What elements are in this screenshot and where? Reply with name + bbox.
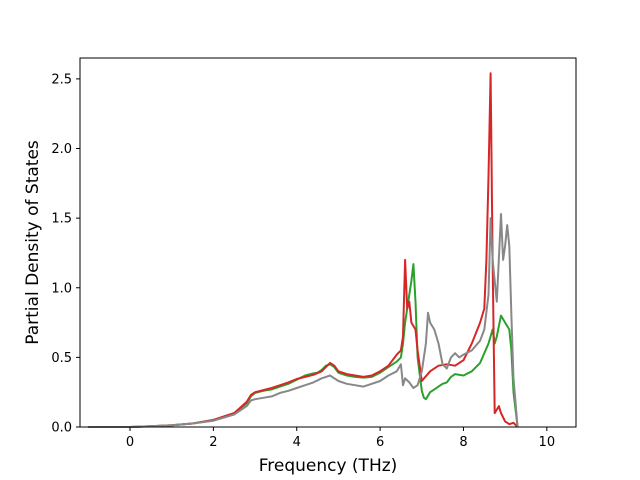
y-tick-label: 2.0 (51, 142, 72, 157)
y-axis-title: Partial Density of States (23, 140, 43, 345)
x-tick-label: 8 (459, 435, 467, 450)
series-line-3 (88, 213, 519, 428)
y-tick-label: 2.5 (51, 72, 72, 87)
x-tick-label: 0 (126, 435, 134, 450)
x-tick-label: 4 (293, 435, 301, 450)
x-axis-title: Frequency (THz) (259, 456, 398, 476)
x-tick-label: 10 (539, 435, 556, 450)
y-tick-label: 0.5 (51, 351, 72, 366)
x-tick-label: 6 (376, 435, 384, 450)
x-tick-label: 2 (209, 435, 217, 450)
y-tick-label: 1.0 (51, 281, 72, 296)
y-tick-label: 1.5 (51, 212, 72, 227)
series-lines (88, 72, 519, 428)
series-line-2 (88, 72, 519, 428)
plot-area-frame (79, 57, 577, 428)
y-tick-label: 0.0 (51, 421, 72, 436)
y-axis-ticks: 0.0 0.5 1.0 1.5 2.0 2.5 (51, 72, 80, 436)
x-axis-ticks: 0 2 4 6 8 10 (126, 427, 555, 450)
